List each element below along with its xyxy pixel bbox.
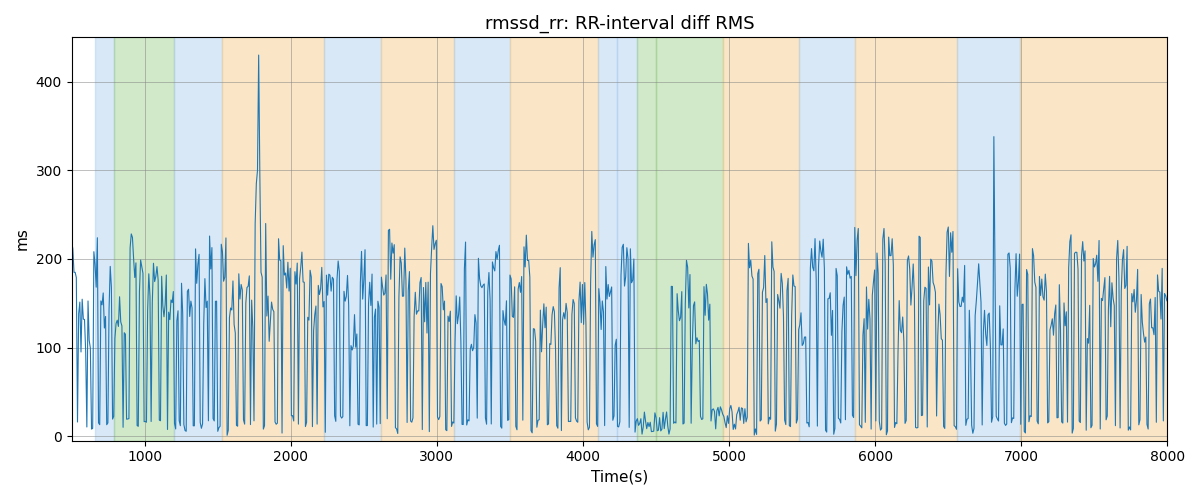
Bar xyxy=(854,38,958,440)
Bar xyxy=(455,38,510,440)
Bar xyxy=(324,38,382,440)
Bar xyxy=(1020,38,1168,440)
Bar xyxy=(958,38,1020,440)
Bar xyxy=(799,38,854,440)
Bar xyxy=(724,38,799,440)
Title: rmssd_rr: RR-interval diff RMS: rmssd_rr: RR-interval diff RMS xyxy=(485,15,755,34)
Bar xyxy=(174,38,222,440)
Y-axis label: ms: ms xyxy=(16,228,30,250)
Bar xyxy=(598,38,617,440)
Bar xyxy=(656,38,724,440)
Bar xyxy=(382,38,455,440)
Bar xyxy=(95,38,114,440)
Bar xyxy=(510,38,598,440)
Bar xyxy=(222,38,324,440)
Bar xyxy=(637,38,656,440)
X-axis label: Time(s): Time(s) xyxy=(590,470,648,485)
Bar xyxy=(114,38,174,440)
Bar xyxy=(617,38,637,440)
